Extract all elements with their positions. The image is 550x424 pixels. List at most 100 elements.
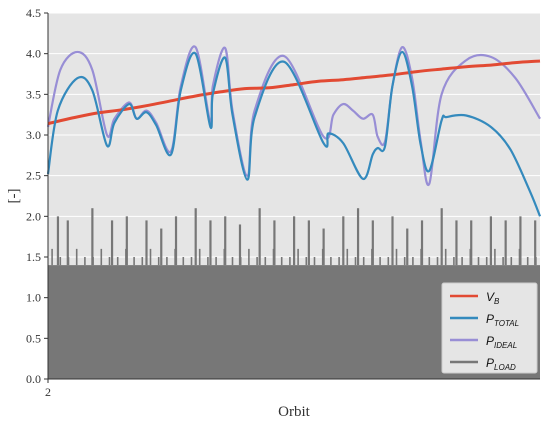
load-minor-spike bbox=[174, 248, 176, 266]
legend-label: PLOAD bbox=[486, 356, 516, 372]
load-minor-spike bbox=[387, 257, 390, 266]
load-minor-spike bbox=[535, 257, 537, 266]
load-spike bbox=[145, 220, 148, 266]
load-minor-spike bbox=[256, 257, 258, 266]
load-spike bbox=[91, 208, 94, 266]
legend: VB PTOTAL PIDEAL PLOAD bbox=[441, 282, 538, 374]
legend-label: VB bbox=[486, 290, 500, 306]
load-minor-spike bbox=[420, 248, 422, 266]
load-minor-spike bbox=[494, 248, 496, 266]
load-spike bbox=[356, 208, 360, 266]
load-minor-spike bbox=[67, 257, 70, 266]
legend-label: PTOTAL bbox=[486, 312, 519, 328]
load-minor-spike bbox=[526, 257, 529, 266]
load-minor-spike bbox=[510, 257, 513, 266]
load-minor-spike bbox=[477, 257, 480, 266]
load-spike bbox=[519, 216, 522, 266]
load-minor-spike bbox=[157, 257, 160, 266]
load-minor-spike bbox=[469, 248, 472, 266]
load-spike bbox=[238, 224, 242, 266]
load-minor-spike bbox=[133, 257, 135, 266]
load-minor-spike bbox=[75, 248, 78, 266]
load-minor-spike bbox=[403, 257, 406, 266]
load-spike bbox=[258, 208, 261, 266]
load-spike bbox=[391, 216, 394, 266]
y-tick-label: 4.0 bbox=[26, 47, 41, 61]
load-minor-spike bbox=[59, 257, 62, 266]
load-spike bbox=[342, 216, 345, 266]
load-minor-spike bbox=[280, 257, 283, 266]
y-tick-label: 3.0 bbox=[26, 128, 41, 142]
load-spike bbox=[66, 220, 69, 266]
y-axis-label: [-] bbox=[6, 189, 22, 204]
load-minor-spike bbox=[166, 257, 168, 266]
load-spike bbox=[110, 220, 114, 266]
load-minor-spike bbox=[182, 257, 185, 266]
load-minor-spike bbox=[461, 257, 463, 266]
load-spike bbox=[455, 220, 458, 266]
load-minor-spike bbox=[428, 257, 431, 266]
load-minor-spike bbox=[125, 248, 127, 266]
load-spike bbox=[224, 216, 227, 266]
load-minor-spike bbox=[502, 257, 504, 266]
load-minor-spike bbox=[223, 248, 226, 266]
y-tick-label: 2.5 bbox=[26, 169, 41, 183]
load-minor-spike bbox=[141, 257, 144, 266]
load-minor-spike bbox=[51, 248, 53, 266]
legend-label: PIDEAL bbox=[486, 334, 517, 350]
series-line-p-total bbox=[46, 50, 542, 217]
load-minor-spike bbox=[453, 257, 455, 266]
load-minor-spike bbox=[149, 248, 152, 266]
load-minor-spike bbox=[338, 257, 340, 266]
load-minor-spike bbox=[231, 257, 234, 266]
y-tick-label: 3.5 bbox=[26, 87, 41, 101]
load-minor-spike bbox=[289, 257, 291, 266]
load-minor-spike bbox=[198, 248, 201, 266]
load-minor-spike bbox=[190, 257, 193, 266]
load-minor-spike bbox=[207, 257, 209, 266]
line-series bbox=[46, 45, 542, 217]
load-minor-spike bbox=[485, 257, 488, 266]
load-minor-spike bbox=[330, 257, 332, 266]
load-minor-spike bbox=[108, 257, 111, 266]
series-line-v-b bbox=[47, 59, 541, 126]
load-minor-spike bbox=[100, 248, 103, 266]
load-minor-spike bbox=[116, 257, 119, 266]
load-spike bbox=[293, 216, 296, 266]
load-minor-spike bbox=[395, 248, 398, 266]
load-minor-spike bbox=[313, 257, 316, 266]
y-tick-label: 0.0 bbox=[26, 372, 41, 386]
load-minor-spike bbox=[354, 257, 357, 266]
load-spike bbox=[56, 216, 60, 266]
load-spike bbox=[174, 216, 178, 266]
y-tick-label: 0.5 bbox=[26, 331, 41, 345]
load-minor-spike bbox=[518, 248, 521, 266]
load-minor-spike bbox=[379, 257, 381, 266]
load-spike bbox=[440, 208, 443, 266]
load-minor-spike bbox=[346, 248, 349, 266]
load-minor-spike bbox=[84, 257, 86, 266]
load-spike bbox=[534, 220, 537, 266]
legend-box bbox=[441, 282, 538, 374]
x-tick-label: 2 bbox=[45, 385, 51, 399]
load-spike bbox=[160, 228, 163, 266]
load-spike bbox=[273, 220, 276, 266]
y-tick-label: 4.5 bbox=[26, 6, 41, 20]
load-minor-spike bbox=[371, 248, 373, 266]
axes: 0.0 0.5 1.0 1.5 2.0 2.5 3.0 3.5 4.0 4.5 2 bbox=[26, 6, 540, 399]
load-spike bbox=[420, 220, 424, 266]
load-spike bbox=[194, 208, 197, 266]
y-tick-label: 1.5 bbox=[26, 250, 41, 264]
load-minor-spike bbox=[444, 248, 447, 266]
x-axis-label: Orbit bbox=[278, 404, 310, 420]
y-tick-label: 2.0 bbox=[26, 209, 41, 223]
load-minor-spike bbox=[264, 257, 267, 266]
load-spike bbox=[489, 216, 492, 266]
load-spike bbox=[504, 220, 507, 266]
load-minor-spike bbox=[305, 257, 308, 266]
load-spike bbox=[125, 216, 128, 266]
load-spike bbox=[371, 220, 374, 266]
load-minor-spike bbox=[436, 257, 439, 266]
